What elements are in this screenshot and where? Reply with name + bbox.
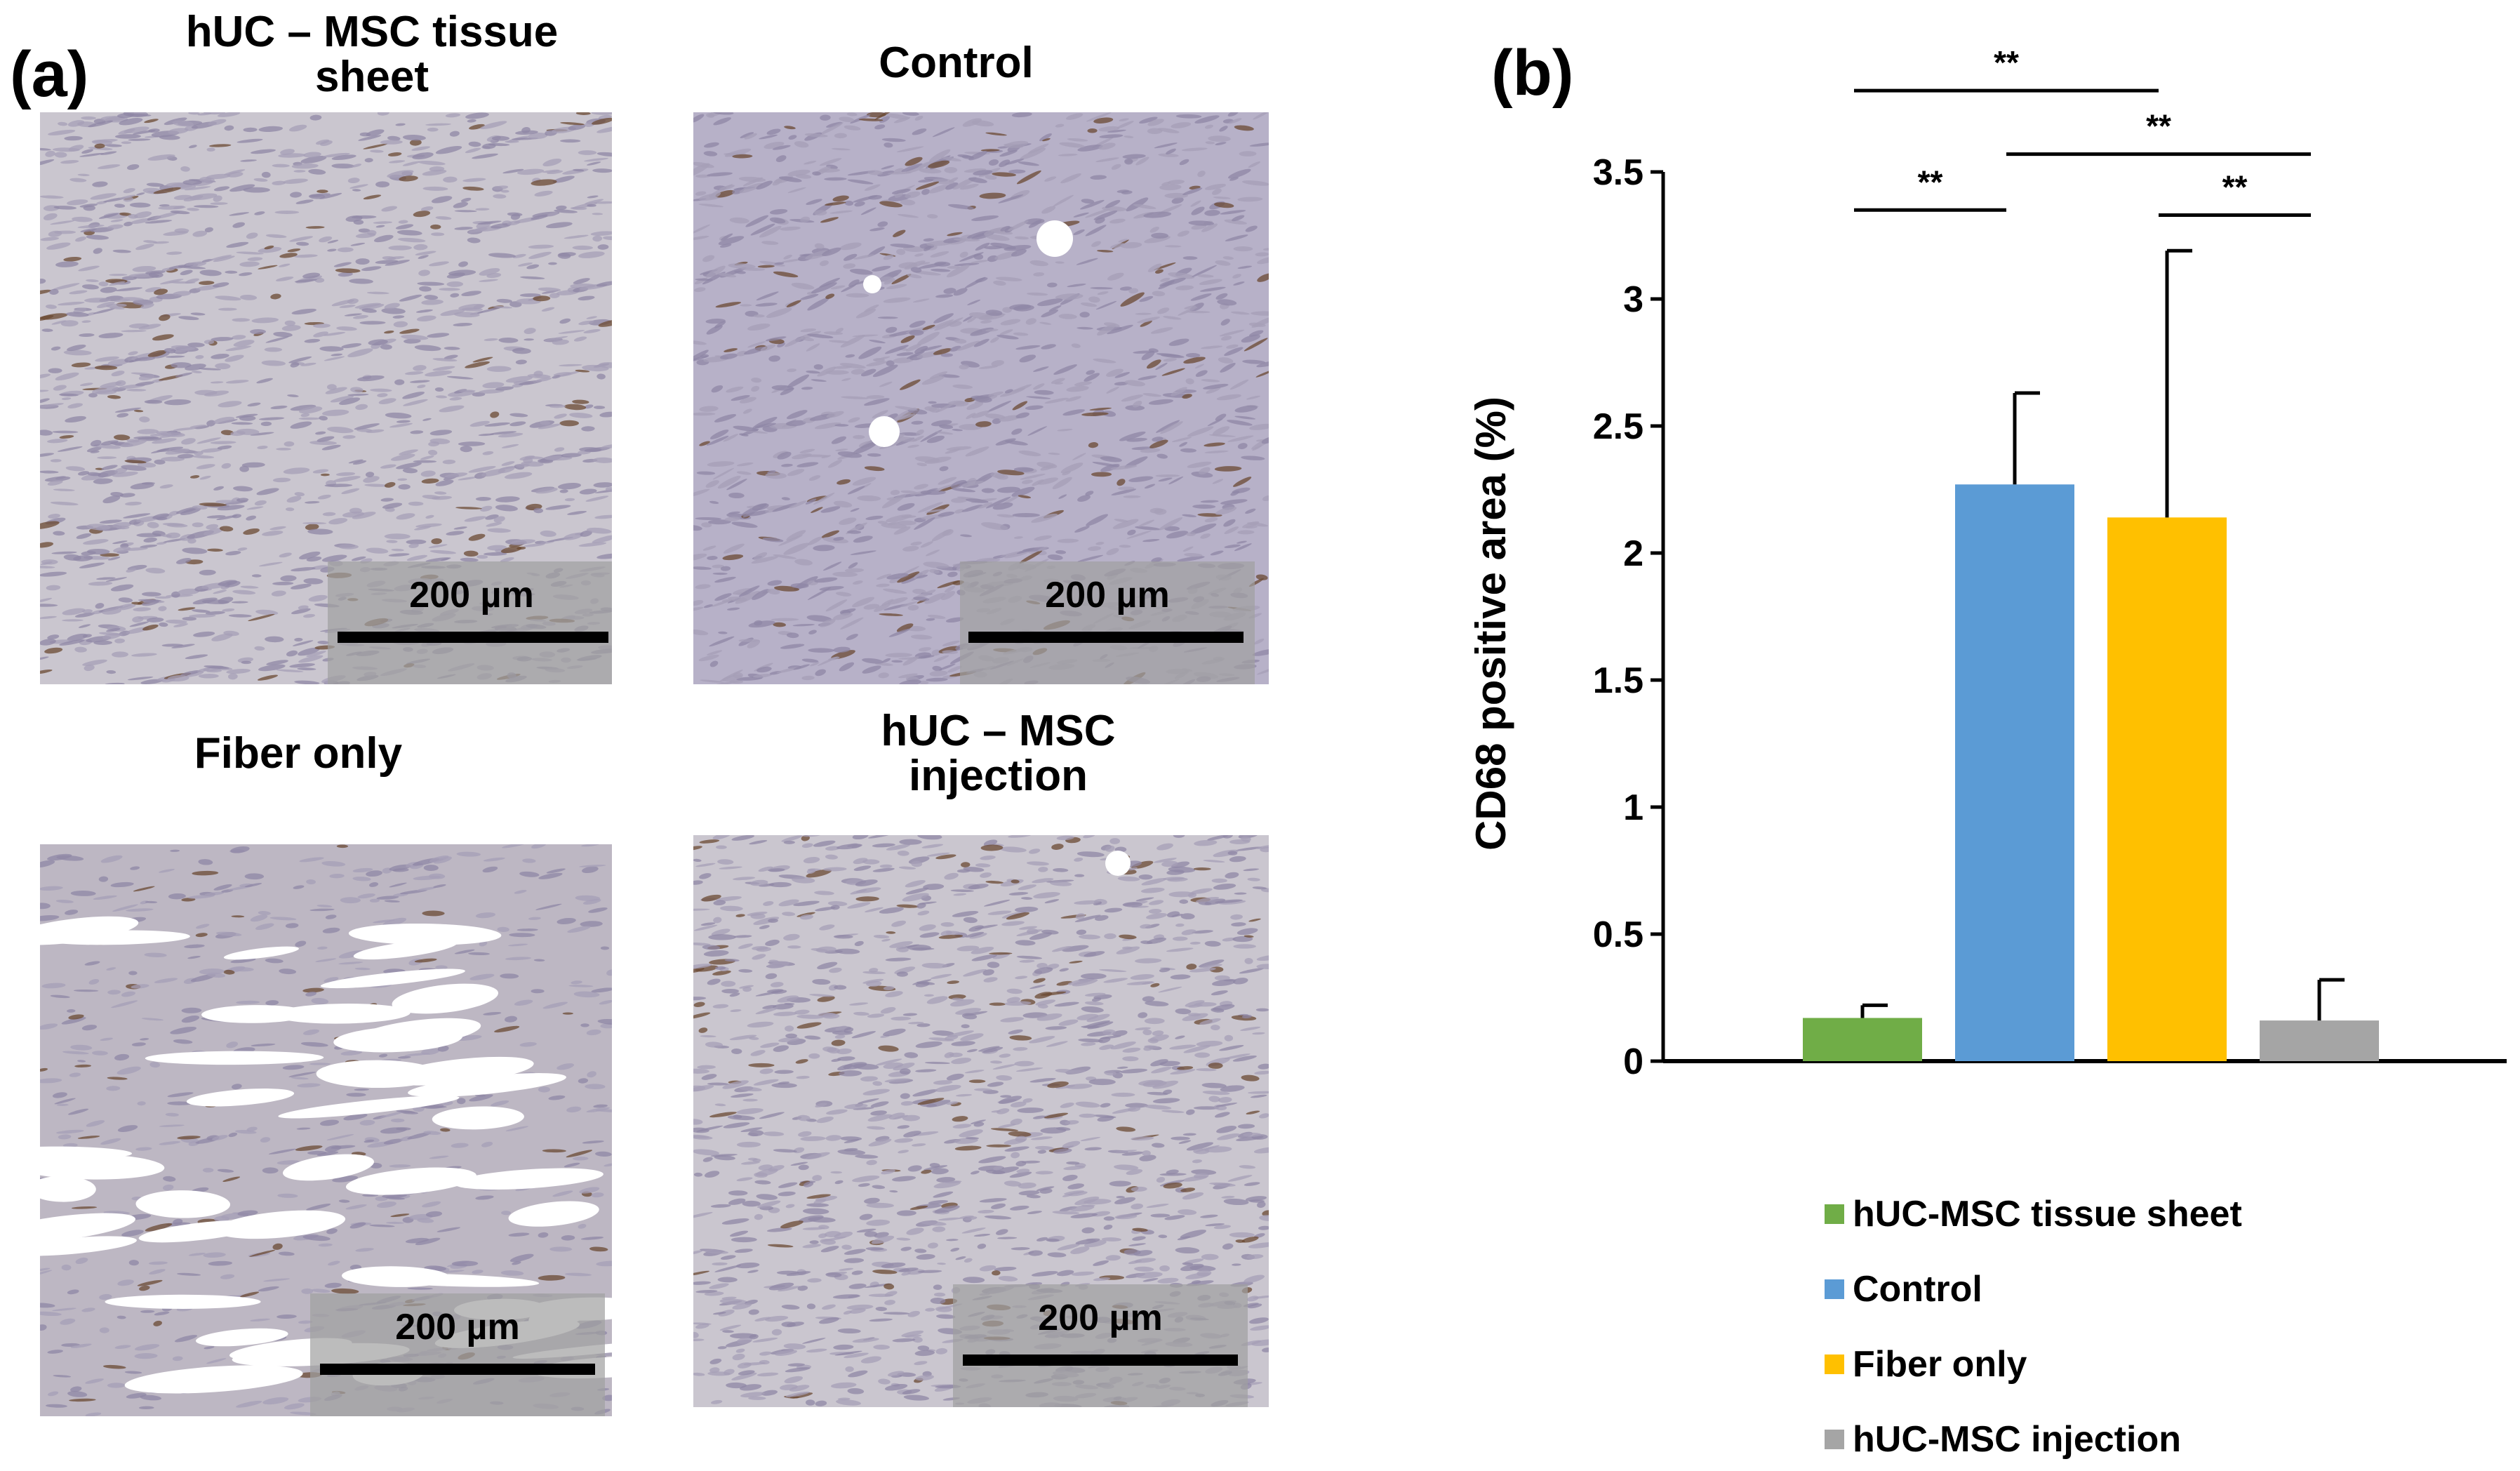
micrograph-control: 200 µm [693,112,1269,684]
significance-label: ** [1994,44,2019,81]
legend-item: hUC-MSC injection [1825,1418,2181,1460]
y-tick-label: 1 [1623,787,1644,828]
panel-a-label: (a) [10,39,89,110]
image-title-fiber-only: Fiber only [194,729,403,778]
legend-swatch [1825,1354,1844,1374]
image-title-injection: hUC – MSC injection [881,707,1116,800]
scalebar-line [963,1354,1238,1366]
scalebar-label: 200 µm [1045,575,1170,615]
legend-label: hUC-MSC injection [1853,1419,2181,1460]
micrograph-injection: 200 µm [693,835,1269,1407]
micrograph-fiber-only: 200 µm [40,844,612,1416]
legend-swatch [1825,1279,1844,1299]
scalebar: 200 µm [328,561,612,684]
y-tick-label: 2.5 [1593,406,1644,447]
scalebar-label: 200 µm [409,575,534,615]
bar [2260,1020,2379,1061]
legend-label: Control [1853,1269,1982,1310]
y-tick-label: 0.5 [1593,914,1644,955]
y-tick-label: 1.5 [1593,660,1644,701]
legend-label: hUC-MSC tissue sheet [1853,1194,2242,1234]
significance-label: ** [2222,169,2248,206]
legend-swatch [1825,1430,1844,1449]
panel-b-label: (b) [1491,37,1574,109]
legend-swatch [1825,1204,1844,1224]
scalebar-label: 200 µm [395,1307,520,1347]
y-tick-label: 3 [1623,279,1644,320]
legend-item: Control [1825,1268,1982,1310]
significance-label: ** [2146,108,2171,145]
bar [1803,1018,1922,1061]
significance-label: ** [1918,164,1943,200]
scalebar-line [338,632,608,643]
image-title-control: Control [879,39,1034,87]
legend-item: Fiber only [1825,1343,2027,1385]
image-title-tissue-sheet: hUC – MSC tissue sheet [185,8,559,101]
micrograph-tissue-sheet: 200 µm [40,112,612,684]
legend-item: hUC-MSC tissue sheet [1825,1193,2242,1235]
y-tick-label: 2 [1623,533,1644,574]
scalebar: 200 µm [960,561,1255,684]
y-tick-label: 3.5 [1593,152,1644,193]
bar [2107,517,2227,1061]
y-axis-label: CD68 positive area (%) [1467,397,1514,851]
bar [1955,484,2074,1061]
scalebar-line [320,1364,595,1375]
scalebar-line [968,632,1244,643]
y-tick-label: 0 [1623,1041,1644,1082]
scalebar-label: 200 µm [1038,1298,1163,1338]
scalebar: 200 µm [310,1293,605,1416]
legend-label: Fiber only [1853,1344,2027,1385]
scalebar: 200 µm [953,1284,1248,1407]
